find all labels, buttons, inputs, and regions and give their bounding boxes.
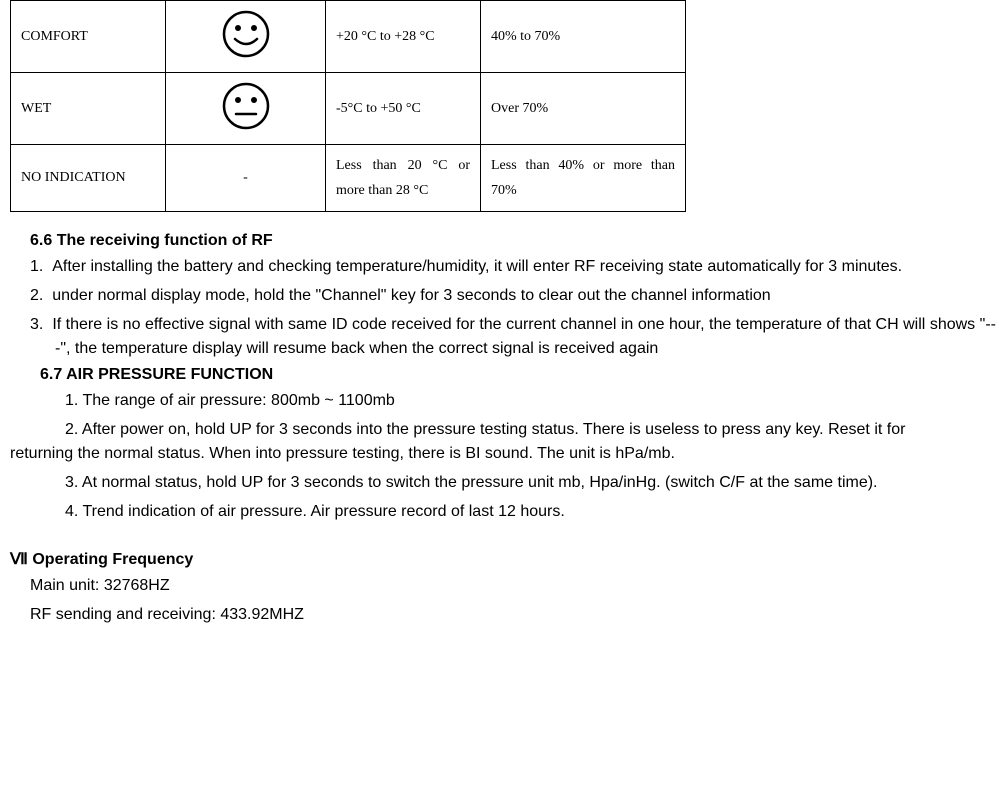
- item-text: If there is no effective signal with sam…: [52, 316, 996, 357]
- body-text: RF sending and receiving: 433.92MHZ: [30, 603, 996, 627]
- row-label: NO INDICATION: [11, 145, 166, 212]
- row-label: COMFORT: [11, 1, 166, 73]
- section-67-head: 6.7 AIR PRESSURE FUNCTION: [40, 366, 996, 384]
- row-temp: +20 °C to +28 °C: [326, 1, 481, 73]
- body-text: Main unit: 32768HZ: [30, 574, 996, 598]
- list-item: 3. If there is no effective signal with …: [30, 313, 996, 361]
- section-66-head: 6.6 The receiving function of RF: [30, 232, 996, 250]
- row-humidity: 40% to 70%: [481, 1, 686, 73]
- row-humidity: Over 70%: [481, 73, 686, 145]
- row-humidity: Less than 40% or more than 70%: [481, 145, 686, 212]
- smile-face-icon: [221, 9, 271, 64]
- item-text: After installing the battery and checkin…: [52, 258, 902, 275]
- item-number: 2.: [30, 287, 43, 304]
- item-text-line2: returning the normal status. When into p…: [10, 445, 675, 462]
- list-item: 3. At normal status, hold UP for 3 secon…: [65, 471, 996, 495]
- row-icon-cell: -: [166, 145, 326, 212]
- item-number: 1.: [30, 258, 43, 275]
- row-temp: Less than 20 °C or more than 28 °C: [326, 145, 481, 212]
- row-label: WET: [11, 73, 166, 145]
- item-number: 3.: [30, 316, 43, 333]
- row-icon-cell: [166, 1, 326, 73]
- comfort-table: COMFORT +20 °C to +28 °C 40% to 70% WET: [10, 0, 686, 212]
- section-7-head: Ⅶ Operating Frequency: [10, 549, 996, 569]
- list-item: 1. The range of air pressure: 800mb ~ 11…: [65, 389, 996, 413]
- list-item: 1. After installing the battery and chec…: [30, 255, 996, 279]
- neutral-face-icon: [221, 81, 271, 136]
- table-row: NO INDICATION - Less than 20 °C or more …: [11, 145, 686, 212]
- item-text: under normal display mode, hold the "Cha…: [52, 287, 770, 304]
- row-temp: -5°C to +50 °C: [326, 73, 481, 145]
- table-row: WET -5°C to +50 °C Over 70%: [11, 73, 686, 145]
- item-text-line1: 2. After power on, hold UP for 3 seconds…: [65, 421, 905, 438]
- row-icon-cell: [166, 73, 326, 145]
- table-row: COMFORT +20 °C to +28 °C 40% to 70%: [11, 1, 686, 73]
- list-item: 2. After power on, hold UP for 3 seconds…: [10, 418, 996, 466]
- list-item: 2. under normal display mode, hold the "…: [30, 284, 996, 308]
- list-item: 4. Trend indication of air pressure. Air…: [65, 500, 996, 524]
